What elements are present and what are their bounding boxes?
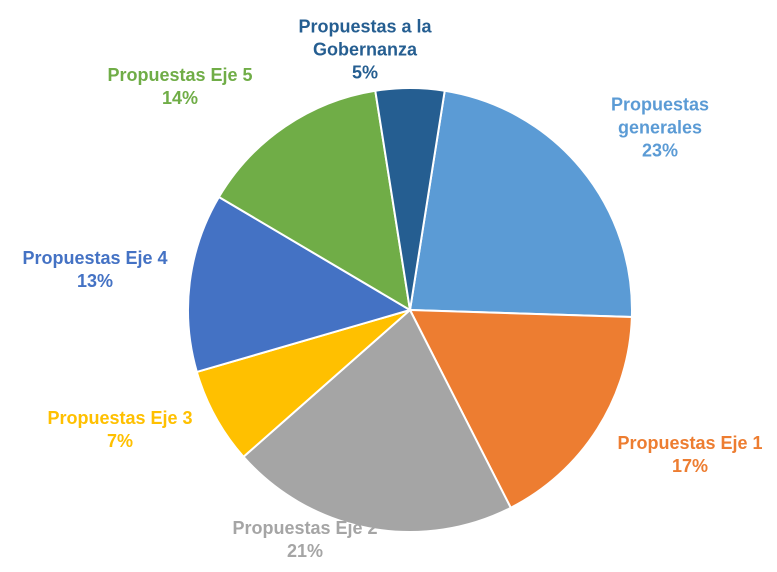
value-label: 14% [161,88,199,108]
pie-slice [242,308,513,533]
value-label: 5% [351,62,378,83]
pie-slice [217,89,412,312]
pie-slice [187,195,413,374]
slice-label: Propuestas generales 23% [595,94,725,163]
slice-label: Propuestas Eje 1 17% [590,432,777,478]
category-label: Propuestas generales [610,94,710,138]
slice-label: Propuestas Eje 4 13% [0,247,195,293]
category-label: Propuestas a la Gobernanza [298,16,432,60]
value-label: 13% [76,271,114,291]
slice-label: Propuestas a la Gobernanza 5% [280,16,450,85]
value-label: 17% [671,456,709,476]
pie-slice [408,89,633,319]
slice-label: Propuestas Eje 3 7% [20,407,220,453]
value-label: 7% [106,431,133,451]
value-label: 21% [286,541,324,561]
category-label: Propuestas Eje 5 [107,65,253,85]
pie-slice [374,87,446,311]
value-label: 23% [641,140,679,161]
category-label: Propuestas Eje 2 [232,518,378,538]
slice-label: Propuestas Eje 5 14% [80,64,280,110]
category-label: Propuestas Eje 3 [47,408,193,428]
category-label: Propuestas Eje 4 [22,248,168,268]
slice-label: Propuestas Eje 2 21% [195,517,415,563]
category-label: Propuestas Eje 1 [617,433,763,453]
pie-slice [408,308,633,510]
